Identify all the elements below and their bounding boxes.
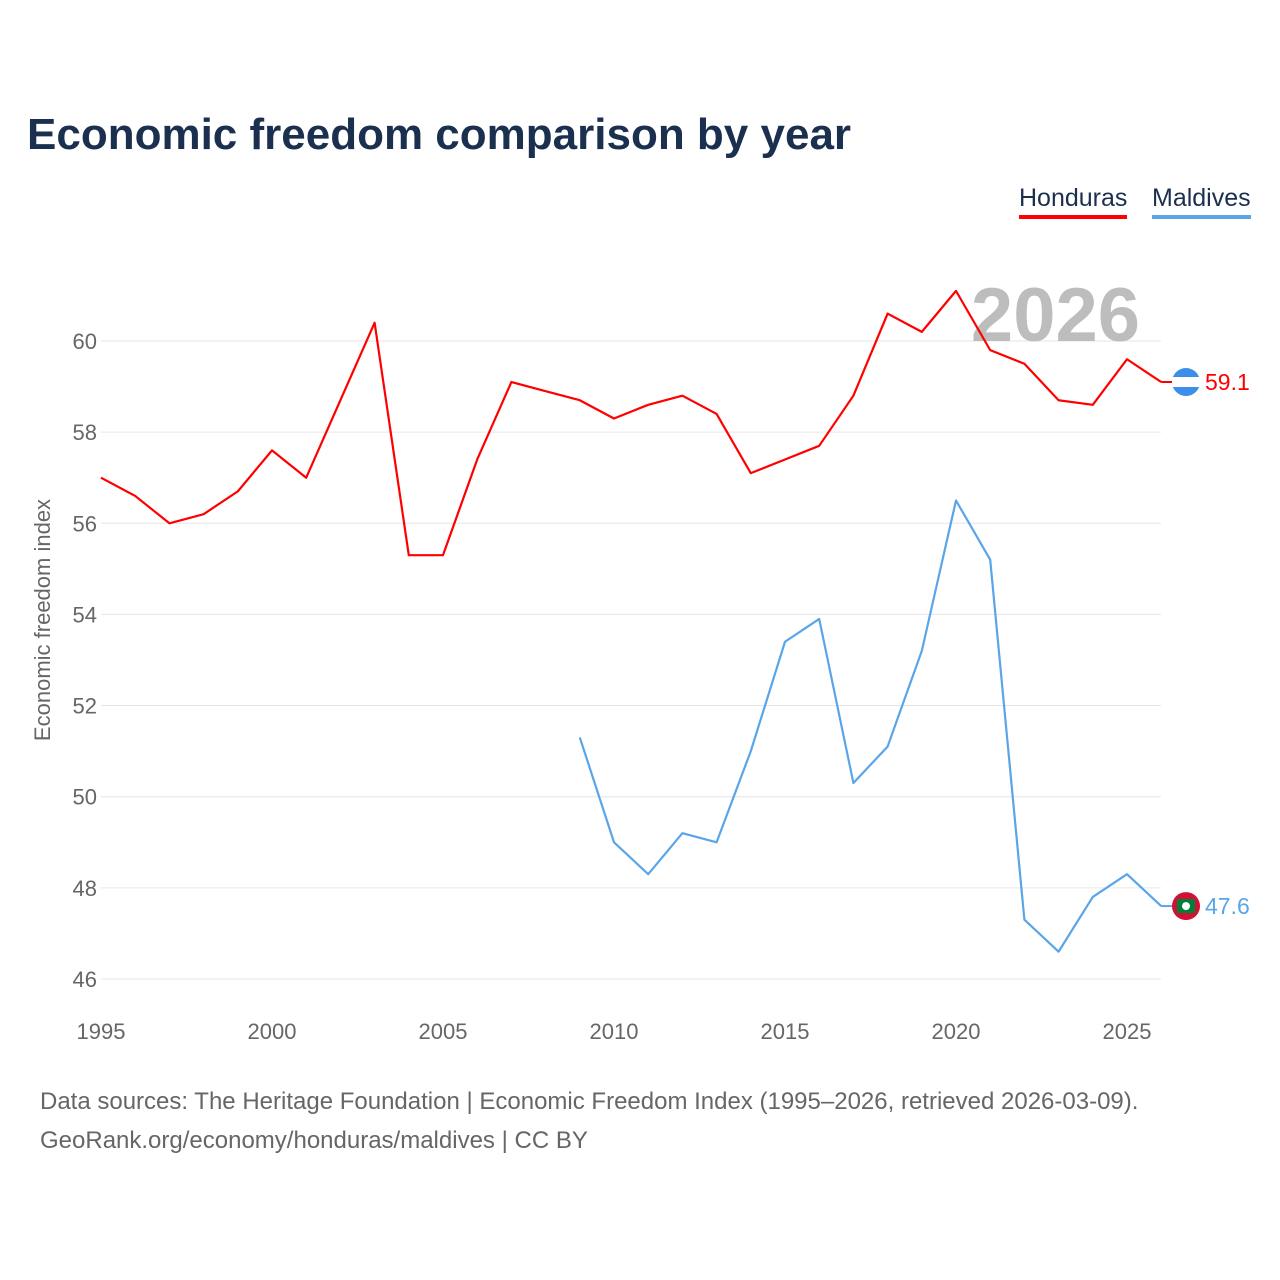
x-tick-label: 2020 [932,1019,981,1044]
chart-title: Economic freedom comparison by year [27,110,852,159]
x-tick-label: 2005 [419,1019,468,1044]
footer-sources: Data sources: The Heritage Foundation | … [40,1088,1139,1115]
honduras-flag-stripe [1172,377,1200,388]
y-tick-label: 50 [73,785,97,810]
maldives-crescent [1182,902,1190,911]
footer-credit: GeoRank.org/economy/honduras/maldives | … [40,1127,588,1154]
y-tick-label: 60 [73,329,97,354]
y-tick-label: 54 [73,602,97,627]
y-tick-label: 48 [73,876,97,901]
x-tick-label: 2010 [590,1019,639,1044]
y-axis-label: Economic freedom index [30,499,55,741]
y-tick-label: 56 [73,511,97,536]
y-tick-label: 46 [73,967,97,992]
end-value-label: 47.6 [1205,893,1250,919]
series-line-honduras [100,289,1162,557]
x-tick-label: 2000 [248,1019,297,1044]
year-watermark: 2026 [971,273,1140,358]
legend-honduras[interactable]: Honduras [1019,184,1128,219]
series-line-maldives [578,499,1162,953]
x-tick-label: 1995 [77,1019,126,1044]
legend-maldives[interactable]: Maldives [1152,184,1251,219]
x-tick-label: 2025 [1103,1019,1152,1044]
x-tick-label: 2015 [761,1019,810,1044]
y-tick-label: 58 [73,420,97,445]
end-value-label: 59.1 [1205,369,1250,395]
y-tick-label: 52 [73,694,97,719]
